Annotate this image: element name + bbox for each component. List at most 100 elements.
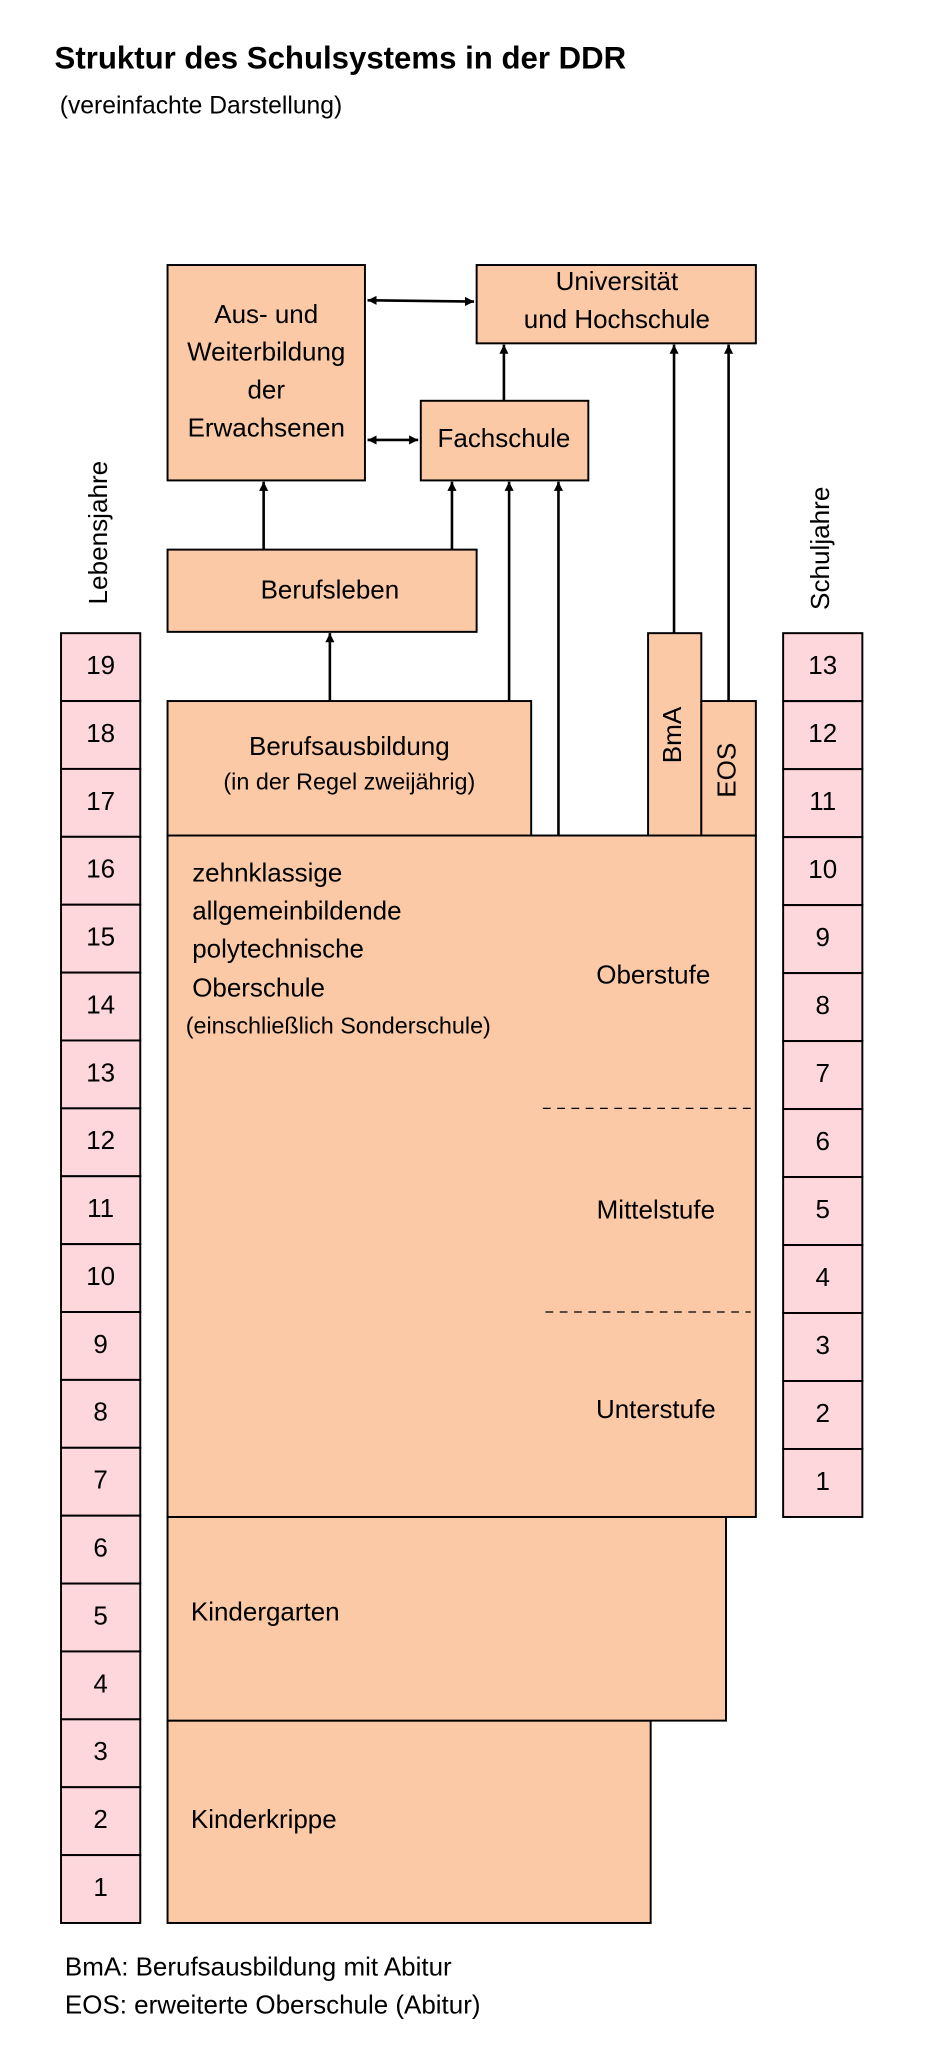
node-label: EOS xyxy=(712,743,742,798)
year-cell xyxy=(60,1311,142,1381)
node-label: BmA xyxy=(657,706,687,763)
year-label: 11 xyxy=(87,1193,114,1223)
berufsleben-box xyxy=(166,548,478,633)
year-cell xyxy=(782,1040,864,1111)
node-label: und Hochschule xyxy=(524,304,710,334)
year-cell xyxy=(60,632,142,703)
weiterbildung-box xyxy=(166,264,366,482)
eos-box xyxy=(700,700,757,837)
year-cell xyxy=(60,1243,142,1313)
year-cell xyxy=(60,1514,142,1585)
year-label: 10 xyxy=(86,1261,115,1291)
year-label: 12 xyxy=(808,718,837,748)
year-label: 1 xyxy=(816,1466,830,1496)
year-label: 2 xyxy=(816,1398,830,1428)
year-cell xyxy=(60,700,142,770)
berufsausbildung-box xyxy=(166,700,533,837)
node-label: (einschließlich Sonderschule) xyxy=(186,1013,491,1039)
year-label: 4 xyxy=(93,1668,107,1698)
node-label: Berufsleben xyxy=(261,574,400,604)
year-label: 1 xyxy=(93,1872,107,1902)
year-label: 8 xyxy=(816,990,830,1020)
kinderkrippe-box xyxy=(166,1719,652,1924)
year-label: 13 xyxy=(86,1057,115,1087)
year-cell xyxy=(782,700,864,771)
year-label: 10 xyxy=(808,854,837,884)
kindergarten-box xyxy=(166,1515,727,1722)
node-label: polytechnische xyxy=(192,933,364,963)
year-cell xyxy=(60,1582,142,1653)
year-label: 15 xyxy=(86,921,115,951)
stage-label: Unterstufe xyxy=(596,1394,716,1424)
year-label: 5 xyxy=(816,1194,830,1224)
year-cell xyxy=(60,1378,142,1449)
year-label: 19 xyxy=(86,650,115,680)
year-cell xyxy=(782,904,864,975)
year-label: 5 xyxy=(93,1600,107,1630)
year-cell xyxy=(782,1176,864,1247)
year-label: 12 xyxy=(86,1125,115,1155)
year-cell xyxy=(782,1380,864,1450)
year-label: 16 xyxy=(86,854,115,884)
year-cell xyxy=(782,1448,864,1518)
year-cell xyxy=(60,1854,142,1924)
year-label: 3 xyxy=(816,1330,830,1360)
year-cell xyxy=(60,903,142,974)
year-label: 2 xyxy=(93,1804,107,1834)
node-label: Erwachsenen xyxy=(188,412,345,442)
labels: Aus- und Weiterbildung der Erwachsenen U… xyxy=(65,266,835,2019)
stage-label: Oberstufe xyxy=(596,959,710,989)
node-label: (in der Regel zweijährig) xyxy=(223,768,475,794)
node-label: Kindergarten xyxy=(191,1596,340,1626)
node-label: Kinderkrippe xyxy=(191,1804,337,1834)
year-label: 17 xyxy=(86,786,115,816)
legend-entry: EOS: erweiterte Oberschule (Abitur) xyxy=(65,1989,481,2019)
node-label: der xyxy=(247,374,285,404)
year-cell xyxy=(782,1244,864,1314)
year-cell xyxy=(782,768,864,839)
node-label: Aus- und xyxy=(214,299,318,329)
node-label: Weiterbildung xyxy=(187,337,345,367)
year-label: 3 xyxy=(93,1736,107,1766)
stage-label: Mittelstufe xyxy=(597,1194,715,1224)
node-label: allgemeinbildende xyxy=(192,895,401,925)
bma-box xyxy=(647,632,703,837)
year-label: 18 xyxy=(86,718,115,748)
year-label: 8 xyxy=(93,1397,107,1427)
year-cell xyxy=(782,632,864,703)
year-cell xyxy=(60,767,142,838)
boxes xyxy=(166,264,757,1924)
year-label: 7 xyxy=(93,1465,107,1495)
year-label: 9 xyxy=(816,922,830,952)
node-label: Fachschule xyxy=(438,423,571,453)
year-label: 4 xyxy=(816,1262,830,1292)
universitaet-box xyxy=(475,264,757,345)
node-label: Universität xyxy=(556,266,679,296)
year-cell xyxy=(60,1039,142,1110)
year-cell xyxy=(60,1650,142,1721)
year-label: 6 xyxy=(93,1532,107,1562)
year-cell xyxy=(60,1786,142,1857)
legend-entry: BmA: Berufsausbildung mit Abitur xyxy=(65,1952,452,1982)
year-cell xyxy=(60,1446,142,1517)
arrows xyxy=(259,295,734,836)
axis-label: Lebensjahre xyxy=(83,461,113,605)
subtitle: (vereinfachte Darstellung) xyxy=(60,93,342,120)
node-label: Oberschule xyxy=(192,972,325,1002)
year-label: 9 xyxy=(93,1329,107,1359)
node-label: zehnklassige xyxy=(192,858,342,888)
year-label: 11 xyxy=(809,786,836,816)
year-label: 6 xyxy=(816,1126,830,1156)
year-label: 7 xyxy=(816,1058,830,1088)
year-label: 14 xyxy=(86,989,115,1019)
year-columns: 1918171615141312111098765432113121110987… xyxy=(60,632,864,1924)
axis-label: Schuljahre xyxy=(805,487,835,610)
year-cell xyxy=(60,1175,142,1246)
year-cell xyxy=(60,971,142,1042)
year-cell xyxy=(782,972,864,1043)
year-cell xyxy=(782,836,864,907)
year-label: 13 xyxy=(808,650,837,680)
fachschule-box xyxy=(419,399,590,482)
